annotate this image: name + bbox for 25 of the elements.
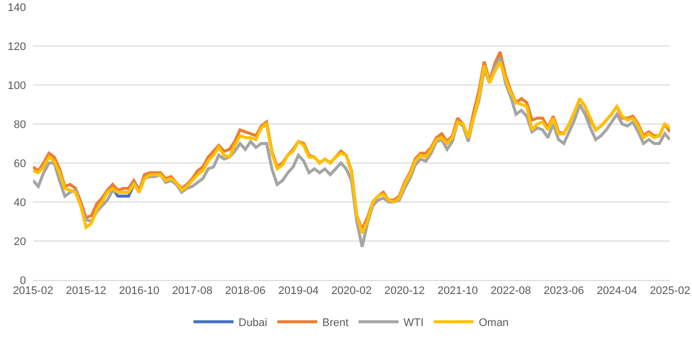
y-tick-label: 40 — [14, 196, 26, 209]
x-tick-label: 2020-12 — [384, 285, 425, 298]
legend-label: Oman — [478, 317, 509, 330]
y-tick-label: 0 — [20, 274, 26, 287]
y-tick-label: 20 — [14, 236, 26, 248]
x-tick-label: 2024-04 — [596, 285, 638, 298]
y-tick-label: 120 — [8, 40, 26, 53]
y-tick-label: 80 — [14, 118, 26, 131]
x-tick-label: 2020-02 — [331, 285, 372, 298]
x-tick-label: 2023-06 — [544, 285, 584, 298]
y-tick-label: 140 — [8, 2, 26, 14]
x-tick-label: 2025-02 — [650, 285, 690, 298]
y-tick-label: 100 — [8, 80, 26, 92]
x-tick-label: 2019-04 — [278, 285, 319, 298]
x-tick-label: 2016-10 — [118, 285, 160, 298]
x-tick-label: 2015-12 — [66, 285, 106, 298]
x-tick-label: 2021-10 — [437, 285, 478, 298]
x-tick-label: 2015-02 — [12, 285, 54, 298]
x-tick-label: 2018-06 — [225, 285, 266, 298]
y-tick-label: 60 — [14, 158, 26, 170]
x-tick-label: 2022-08 — [490, 285, 531, 298]
legend-label: Brent — [322, 317, 349, 330]
legend-label: WTI — [404, 317, 424, 330]
x-tick-label: 2017-08 — [172, 285, 212, 298]
legend-label: Dubai — [238, 317, 268, 330]
